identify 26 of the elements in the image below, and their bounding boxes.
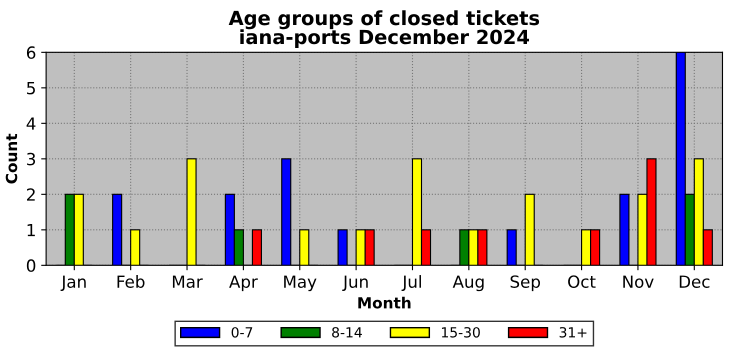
y-tick-label: 1 [28,224,35,236]
x-tick-label: Jan [60,276,86,292]
y-tick-label: 3 [27,152,36,166]
x-tick-label: Apr [229,276,258,292]
y-axis-title: Count [6,134,18,184]
x-tick-label: Jul [402,275,421,292]
x-tick-label: Nov [623,276,654,288]
x-tick-label: Sep [510,275,540,292]
x-tick-label: Mar [172,276,203,288]
y-tick-label: 4 [26,118,36,130]
y-tick-label: 0 [26,259,36,272]
y-tick-label: 2 [27,188,35,201]
legend-label: 0-7 [232,327,252,338]
x-tick-label: Dec [680,276,710,288]
x-tick-label: Feb [118,275,145,288]
x-axis-title: Month [358,296,410,309]
x-tick-label: May [284,276,316,292]
x-tick-label: Jun [342,276,368,292]
legend-label: 15-30 [442,327,480,338]
x-tick-label: Aug [452,276,484,292]
x-tick-label: Oct [568,275,596,288]
y-tick-label: 5 [27,82,35,94]
chart-title: Age groups of closed tickets iana-ports December 2024 [228,10,540,48]
y-tick-label: 6 [26,46,36,59]
legend-label: 8-14 [332,327,362,338]
legend-label: 31+ [560,327,586,338]
